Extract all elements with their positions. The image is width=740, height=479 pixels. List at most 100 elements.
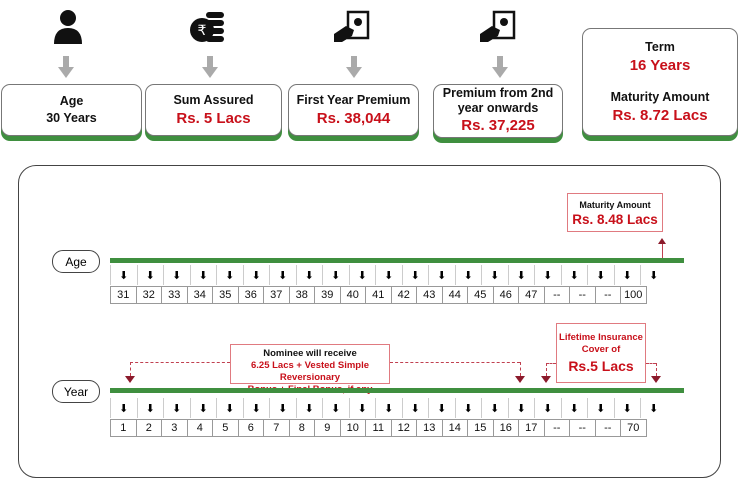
age-cell: 46: [492, 286, 519, 304]
down-arrow-icon: ⬇: [322, 398, 349, 418]
lifetime-callout: Lifetime Insurance Cover of Rs.5 Lacs: [556, 323, 646, 383]
renewal-premium-card: Premium from 2nd year onwards Rs. 37,225: [433, 84, 563, 138]
down-arrow-icon: ⬇: [560, 265, 588, 285]
age-cell: 44: [441, 286, 468, 304]
age-cell: 36: [237, 286, 264, 304]
term-value: 16 Years: [629, 57, 691, 74]
year-cell: 9: [314, 419, 341, 437]
down-arrow-icon: ⬇: [136, 398, 164, 418]
year-arrow-row: ⬇ ⬇ ⬇ ⬇ ⬇ ⬇ ⬇ ⬇ ⬇ ⬇ ⬇ ⬇ ⬇ ⬇ ⬇ ⬇ ⬇ ⬇ ⬇ ⬇ ⬇: [110, 398, 667, 418]
age-cell: 38: [288, 286, 315, 304]
hand-money-icon: [334, 10, 370, 42]
age-cell: 43: [416, 286, 443, 304]
down-marker-icon: [515, 376, 525, 383]
callout-label: Maturity Amount: [579, 200, 651, 210]
down-arrow-icon: [58, 56, 74, 78]
year-cell: 15: [467, 419, 494, 437]
down-arrow-icon: ⬇: [242, 265, 270, 285]
age-arrow-row: ⬇ ⬇ ⬇ ⬇ ⬇ ⬇ ⬇ ⬇ ⬇ ⬇ ⬇ ⬇ ⬇ ⬇ ⬇ ⬇ ⬇ ⬇ ⬇ ⬇ ⬇: [110, 265, 667, 285]
down-arrow-icon: ⬇: [534, 265, 561, 285]
age-cell: 37: [263, 286, 290, 304]
up-arrow-line: [662, 244, 663, 258]
age-label: Age: [59, 94, 84, 108]
person-icon: [54, 10, 82, 44]
year-cells: 1 2 3 4 5 6 7 8 9 10 11 12 13 14 15 16 17 -- -- -- 70: [110, 419, 647, 437]
year-cell: 13: [416, 419, 443, 437]
down-arrow-icon: ⬇: [189, 398, 217, 418]
age-cell: 39: [314, 286, 341, 304]
down-arrow-icon: ⬇: [481, 265, 508, 285]
year-cell: 1: [110, 419, 137, 437]
down-arrow-icon: ⬇: [110, 265, 137, 285]
age-cell: --: [594, 286, 621, 304]
sum-assured-value: Rs. 5 Lacs: [176, 109, 251, 127]
year-cell: 16: [492, 419, 519, 437]
year-cell: 3: [161, 419, 188, 437]
dashed-line: [130, 362, 131, 376]
down-arrow-icon: ⬇: [269, 265, 296, 285]
maturity-callout: Maturity Amount Rs. 8.48 Lacs: [567, 193, 663, 232]
down-arrow-icon: ⬇: [163, 398, 190, 418]
down-arrow-icon: ⬇: [454, 398, 482, 418]
down-marker-icon: [125, 376, 135, 383]
down-arrow-icon: ⬇: [560, 398, 588, 418]
year-bar: [110, 388, 684, 393]
down-arrow-icon: ⬇: [375, 265, 402, 285]
sum-assured-label: Sum Assured: [173, 92, 254, 107]
term-card: Term 16 Years Maturity Amount Rs. 8.72 L…: [582, 28, 738, 136]
age-cell: 45: [467, 286, 494, 304]
down-arrow-icon: ⬇: [428, 398, 455, 418]
svg-text:₹: ₹: [198, 22, 207, 38]
down-arrow-icon: ⬇: [587, 398, 614, 418]
dashed-line: [646, 363, 656, 364]
down-arrow-icon: ⬇: [163, 265, 190, 285]
dashed-line: [546, 363, 547, 376]
year-cell: --: [543, 419, 570, 437]
maturity-value: Rs. 8.72 Lacs: [612, 107, 708, 124]
age-cell: 34: [186, 286, 213, 304]
renewal-premium-label: Premium from 2nd year onwards: [442, 86, 554, 115]
year-cell: 8: [288, 419, 315, 437]
year-cell: --: [569, 419, 596, 437]
year-label-pill: Year: [52, 380, 100, 403]
nominee-label: Nominee will receive: [263, 348, 357, 359]
age-cell: --: [569, 286, 596, 304]
hand-money-icon: [480, 10, 516, 42]
age-label-pill: Age: [52, 250, 100, 273]
maturity-label: Maturity Amount: [610, 90, 710, 104]
age-cell: 100: [620, 286, 647, 304]
age-bar: [110, 258, 684, 263]
down-arrow-icon: ⬇: [534, 398, 561, 418]
age-cell: 35: [212, 286, 239, 304]
down-arrow-icon: ⬇: [216, 398, 243, 418]
down-marker-icon: [651, 376, 661, 383]
down-arrow-icon: ⬇: [587, 265, 614, 285]
lifetime-line2: Cover of: [581, 344, 621, 355]
down-arrow-icon: [492, 56, 508, 78]
age-cell: 47: [518, 286, 545, 304]
year-cell: 11: [365, 419, 392, 437]
first-year-premium-label: First Year Premium: [296, 92, 411, 107]
down-arrow-icon: [202, 56, 218, 78]
down-arrow-icon: ⬇: [136, 265, 164, 285]
year-cell: 4: [186, 419, 213, 437]
down-arrow-icon: ⬇: [295, 265, 323, 285]
year-cell: --: [594, 419, 621, 437]
down-arrow-icon: ⬇: [348, 265, 376, 285]
dashed-line: [130, 362, 230, 363]
age-value: 30 Years: [46, 111, 97, 125]
down-arrow-icon: ⬇: [375, 398, 402, 418]
age-card: Age 30 Years: [1, 84, 142, 136]
nominee-line1: 6.25 Lacs + Vested Simple Reversionary: [250, 360, 370, 383]
dashed-line: [656, 363, 657, 376]
sum-assured-card: Sum Assured Rs. 5 Lacs: [145, 84, 282, 136]
dashed-line: [546, 363, 556, 364]
year-cell: 12: [390, 419, 417, 437]
age-cell: 40: [339, 286, 366, 304]
down-arrow-icon: ⬇: [295, 398, 323, 418]
down-arrow-icon: ⬇: [216, 265, 243, 285]
down-arrow-icon: ⬇: [110, 398, 137, 418]
year-cell: 5: [212, 419, 239, 437]
timeline-panel: [18, 165, 721, 478]
renewal-premium-value: Rs. 37,225: [461, 117, 535, 134]
